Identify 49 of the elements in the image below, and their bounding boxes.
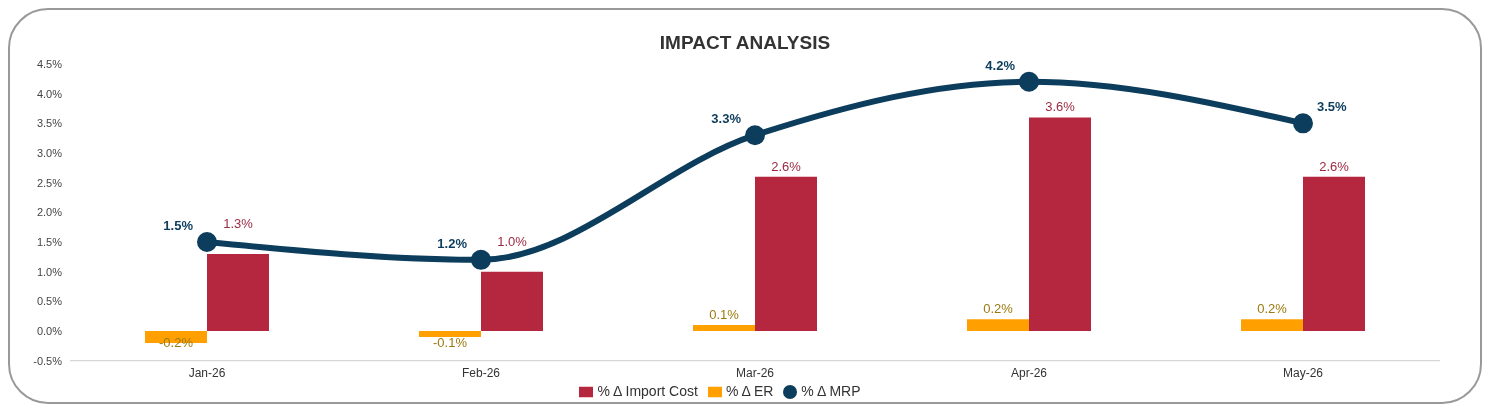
data-label: 4.2% [985, 57, 1016, 73]
data-label: 0.1% [709, 307, 740, 323]
legend-label: % Δ ER [725, 382, 774, 399]
data-label: 1.3% [223, 216, 254, 232]
data-label: 3.6% [1045, 99, 1076, 115]
data-label: 2.6% [771, 158, 802, 174]
y-tick-label: 1.5% [36, 235, 63, 248]
y-tick-label: 2.0% [36, 206, 63, 219]
point [1019, 71, 1039, 92]
y-tick-label: 0.5% [36, 295, 63, 308]
data-label: 0.2% [1257, 301, 1288, 317]
point [1293, 113, 1313, 134]
bar [1303, 176, 1365, 332]
x-tick-label: Feb-26 [461, 366, 501, 381]
legend-label: % Δ Import Cost [597, 382, 698, 399]
x-tick-label: Mar-26 [735, 366, 775, 381]
y-tick-label: 3.5% [36, 117, 63, 130]
bar [1029, 117, 1091, 332]
data-label: 3.5% [1317, 99, 1348, 115]
point [471, 249, 491, 270]
y-tick-label: -0.5% [33, 354, 63, 367]
x-tick-label: Apr-26 [1010, 366, 1048, 381]
x-tick-label: Jan-26 [188, 366, 226, 381]
chart-title: IMPACT ANALYSIS [658, 31, 832, 54]
x-tick-label: May-26 [1282, 366, 1324, 381]
bar [967, 319, 1029, 332]
y-tick-label: 4.5% [36, 57, 63, 70]
bar [1241, 319, 1303, 332]
bar [419, 331, 481, 337]
y-tick-label: 3.0% [36, 146, 63, 159]
data-label: 1.0% [497, 233, 528, 249]
bar [755, 176, 817, 332]
bar [693, 325, 755, 332]
data-label: 3.3% [711, 111, 742, 127]
point [197, 232, 217, 253]
data-label: 0.2% [983, 301, 1014, 317]
legend-label: % Δ MRP [801, 382, 861, 399]
data-label: 1.2% [437, 235, 468, 251]
y-tick-label: 0.0% [36, 324, 63, 337]
y-tick-label: 2.5% [36, 176, 63, 189]
data-label: -0.2% [159, 335, 194, 351]
bar [207, 253, 269, 332]
bar [481, 271, 543, 332]
data-label: 1.5% [163, 218, 194, 234]
data-label: 2.6% [1319, 158, 1350, 174]
point [745, 125, 765, 146]
y-tick-label: 1.0% [36, 265, 63, 278]
data-label: -0.1% [433, 335, 468, 351]
y-tick-label: 4.0% [36, 87, 63, 100]
